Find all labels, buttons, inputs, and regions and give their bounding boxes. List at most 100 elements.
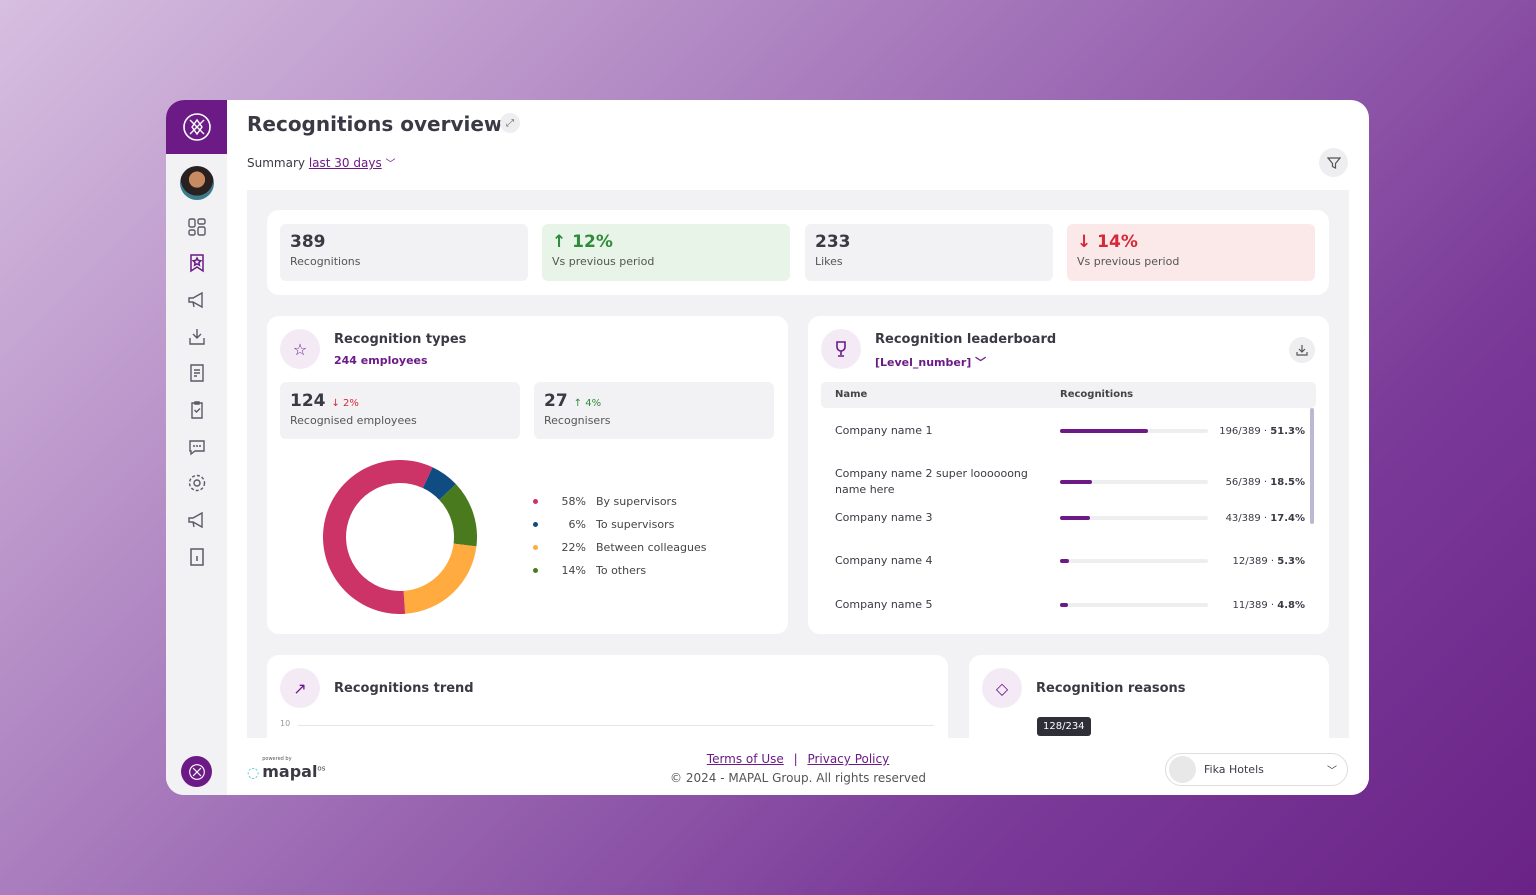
stat-delta: ↓ 2% bbox=[331, 398, 359, 409]
company-name: Company name 4 bbox=[835, 554, 933, 567]
trophy-icon bbox=[821, 329, 861, 369]
legend-dot bbox=[533, 499, 538, 504]
chevron-down-icon[interactable]: ﹀ bbox=[385, 159, 396, 170]
legend-label: By supervisors bbox=[596, 495, 677, 508]
kpi-label: Vs previous period bbox=[1077, 255, 1180, 268]
expand-icon: ⤢ bbox=[506, 117, 514, 129]
leaderboard-card: Recognition leaderboard [Level_number] ﹀… bbox=[808, 316, 1329, 634]
recognition-bookmark-icon[interactable] bbox=[186, 252, 208, 274]
card-title: Recognition types bbox=[334, 332, 467, 347]
leaderboard-row[interactable]: Company name 2 super loooooong name here… bbox=[835, 466, 1305, 498]
progress-bar bbox=[1060, 603, 1208, 607]
inbox-download-icon[interactable] bbox=[186, 326, 208, 348]
leaderboard-row[interactable]: Company name 3 43/389 · 17.4% bbox=[835, 510, 1305, 526]
page-title: Recognitions overview bbox=[247, 112, 503, 136]
progress-fill bbox=[1060, 516, 1090, 520]
chat-icon[interactable] bbox=[186, 436, 208, 458]
recognition-share: 11/389 · 4.8% bbox=[1232, 599, 1305, 611]
progress-fill bbox=[1060, 603, 1069, 607]
info-book-icon[interactable] bbox=[186, 546, 208, 568]
company-name: Company name 1 bbox=[835, 424, 933, 437]
app-window: Recognitions overview ⤢ Summary last 30 … bbox=[166, 100, 1369, 795]
dashboard-icon[interactable] bbox=[186, 216, 208, 238]
card-title: Recognition reasons bbox=[1036, 681, 1186, 696]
kpi-likes-change: ↓ 14% Vs previous period bbox=[1067, 224, 1315, 281]
kpi-label: Recognitions bbox=[290, 255, 361, 268]
kpi-value: ↑ 12% bbox=[552, 232, 613, 252]
kpi-value: 389 bbox=[290, 232, 326, 252]
logo-icon bbox=[182, 113, 211, 141]
donut-slice[interactable] bbox=[422, 467, 456, 500]
progress-bar bbox=[1060, 480, 1208, 484]
app-logo[interactable] bbox=[166, 100, 227, 154]
bottom-app-logo[interactable] bbox=[181, 756, 212, 787]
legend-label: Between colleagues bbox=[596, 541, 707, 554]
expand-button[interactable]: ⤢ bbox=[500, 113, 520, 133]
kpi-value: 233 bbox=[815, 232, 851, 252]
brand-suffix: os bbox=[317, 764, 326, 773]
kpi-value: ↓ 14% bbox=[1077, 232, 1138, 252]
donut-slice[interactable] bbox=[323, 459, 433, 614]
leaderboard-header: Name Recognitions bbox=[821, 382, 1316, 408]
count: 11/389 bbox=[1232, 599, 1268, 611]
powered-by-text: powered by bbox=[262, 756, 292, 762]
donut-slice[interactable] bbox=[403, 543, 477, 614]
percent: 5.3% bbox=[1277, 555, 1305, 567]
copyright: © 2024 - MAPAL Group. All rights reserve… bbox=[670, 771, 926, 785]
settings-icon[interactable] bbox=[186, 472, 208, 494]
clipboard-check-icon[interactable] bbox=[186, 399, 208, 421]
announcement-icon[interactable] bbox=[186, 509, 208, 531]
download-button[interactable] bbox=[1289, 337, 1315, 363]
donut-slice[interactable] bbox=[439, 484, 477, 547]
tag-icon: ◇ bbox=[982, 668, 1022, 708]
privacy-link[interactable]: Privacy Policy bbox=[807, 752, 890, 766]
logo-icon bbox=[188, 763, 205, 780]
count: 12/389 bbox=[1232, 555, 1268, 567]
legend-dot bbox=[533, 545, 538, 550]
company-name: Company name 2 super loooooong name here bbox=[835, 467, 1028, 496]
progress-fill bbox=[1060, 559, 1070, 563]
powered-by-mapal-logo: ◌ powered by mapalos bbox=[247, 756, 325, 781]
progress-bar bbox=[1060, 429, 1208, 433]
leaderboard-row[interactable]: Company name 1 196/389 · 51.3% bbox=[835, 423, 1305, 439]
legend-item: 58% By supervisors bbox=[533, 495, 677, 508]
kpi-label: Likes bbox=[815, 255, 843, 268]
megaphone-icon[interactable] bbox=[186, 289, 208, 311]
kpi-recognitions-change: ↑ 12% Vs previous period bbox=[542, 224, 790, 281]
progress-fill bbox=[1060, 429, 1149, 433]
stat-value: 124 bbox=[290, 391, 326, 411]
recognition-types-card: ☆ Recognition types 244 employees 124 ↓ 2… bbox=[267, 316, 788, 634]
company-name: Company name 5 bbox=[835, 598, 933, 611]
recognition-share: 43/389 · 17.4% bbox=[1225, 512, 1305, 524]
star-icon: ☆ bbox=[280, 329, 320, 369]
legend-item: 14% To others bbox=[533, 564, 646, 577]
legend-item: 6% To supervisors bbox=[533, 518, 674, 531]
period-dropdown[interactable]: last 30 days bbox=[308, 156, 382, 170]
legend-label: To others bbox=[596, 564, 647, 577]
document-icon[interactable] bbox=[186, 362, 208, 384]
progress-fill bbox=[1060, 480, 1092, 484]
percent: 18.5% bbox=[1270, 476, 1305, 488]
leaderboard-row[interactable]: Company name 4 12/389 · 5.3% bbox=[835, 553, 1305, 569]
card-subtitle: 244 employees bbox=[334, 354, 428, 367]
y-axis-tick: 10 bbox=[280, 719, 291, 728]
leaderboard-row[interactable]: Company name 5 11/389 · 4.8% bbox=[835, 597, 1305, 613]
legend-percent: 58% bbox=[561, 495, 586, 508]
stat-recognised-employees: 124 ↓ 2% Recognised employees bbox=[280, 382, 520, 439]
percent: 51.3% bbox=[1270, 425, 1305, 437]
card-title: Recognition leaderboard bbox=[875, 332, 1057, 347]
chevron-down-icon: ﹀ bbox=[975, 356, 987, 369]
recognition-share: 196/389 · 51.3% bbox=[1219, 425, 1305, 437]
org-name: Fika Hotels bbox=[1204, 763, 1264, 776]
scrollbar[interactable] bbox=[1310, 408, 1314, 524]
recognition-reasons-card: ◇ Recognition reasons 128/234 bbox=[969, 655, 1329, 738]
recognitions-trend-card: ↗ Recognitions trend 10 bbox=[267, 655, 948, 738]
filter-button[interactable] bbox=[1319, 148, 1348, 177]
kpi-likes: 233 Likes bbox=[805, 224, 1053, 281]
user-avatar[interactable] bbox=[180, 166, 214, 200]
recognition-share: 12/389 · 5.3% bbox=[1232, 555, 1305, 567]
level-dropdown[interactable]: [Level_number] ﹀ bbox=[875, 354, 986, 370]
stat-value: 27 bbox=[544, 391, 568, 411]
organization-selector[interactable]: Fika Hotels ﹀ bbox=[1165, 753, 1348, 786]
terms-link[interactable]: Terms of Use bbox=[706, 752, 784, 766]
